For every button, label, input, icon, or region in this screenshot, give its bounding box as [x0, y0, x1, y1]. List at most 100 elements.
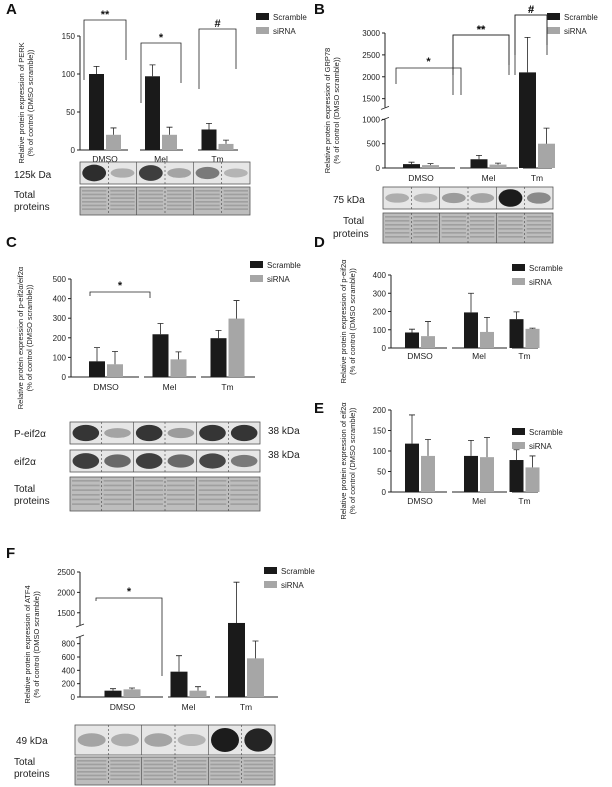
significance-mark: # — [528, 4, 534, 16]
total-protein-band — [223, 201, 248, 203]
total-protein-band — [470, 216, 495, 218]
significance-bracket — [452, 34, 510, 75]
error-bar — [129, 687, 135, 690]
total-protein-band — [110, 778, 140, 780]
legend-entry: siRNA — [564, 27, 587, 36]
total-protein-band — [110, 208, 135, 210]
significance-mark: * — [127, 586, 132, 598]
total-protein-band — [198, 494, 227, 496]
bar-scramble-mel — [470, 159, 488, 168]
total-protein-band — [110, 763, 140, 766]
panel-E: E 0 50 100 150 200 Relative protein expression… — [314, 400, 563, 520]
y-tick-label: 1000 — [362, 115, 380, 124]
total-protein-band — [526, 228, 551, 230]
y-tick-label: 150 — [373, 427, 387, 436]
bar-sirna-dmso — [106, 134, 121, 150]
total-protein-band — [72, 494, 100, 496]
y-axis-label-line1: Relative protein expression of ATF4 — [23, 585, 32, 703]
protein-band — [144, 733, 173, 747]
total-protein-band — [526, 232, 551, 234]
bar-scramble-tm — [509, 319, 524, 348]
total-protein-band — [77, 778, 107, 780]
protein-band — [104, 428, 131, 438]
category-label: DMSO — [92, 154, 118, 164]
protein-band — [230, 424, 258, 442]
protein-band — [470, 193, 495, 203]
y-tick-label: 100 — [373, 326, 387, 335]
y-tick-label: 0 — [71, 146, 76, 155]
y-tick-label: 200 — [373, 406, 387, 415]
total-protein-band — [77, 774, 107, 777]
protein-band — [498, 189, 523, 207]
total-protein-band — [230, 480, 258, 482]
error-bar — [409, 414, 415, 444]
total-protein-band — [230, 498, 258, 501]
total-protein-band — [210, 771, 240, 773]
blot-label-total: proteins — [14, 202, 50, 213]
y-tick-label: 2500 — [362, 51, 380, 60]
y-axis-label-line2: (% of control (DMSO scramble)) — [25, 284, 34, 391]
total-protein-band — [135, 489, 163, 491]
total-protein-band — [526, 220, 551, 222]
protein-band — [195, 166, 220, 180]
protein-band — [177, 733, 206, 747]
total-protein-band — [72, 489, 100, 491]
bar-sirna-tm — [525, 328, 540, 348]
total-protein-band — [230, 503, 258, 505]
blot-label-total: Total — [14, 190, 35, 201]
y-tick-label: 2000 — [362, 73, 380, 82]
total-protein-band — [167, 489, 195, 491]
panel-A: A 0 50 100 150 Relative protein expression of… — [6, 1, 307, 164]
total-protein-band — [82, 190, 107, 192]
bar-scramble-tm — [210, 338, 227, 377]
y-tick-label: 2500 — [57, 568, 75, 577]
legend-swatch — [256, 13, 269, 20]
legend-entry: Scramble — [564, 13, 598, 22]
error-bar — [94, 347, 100, 362]
total-protein-band — [243, 771, 273, 773]
total-protein-band — [110, 197, 135, 199]
total-protein-band — [210, 767, 240, 769]
error-bar — [176, 655, 182, 672]
error-bar — [408, 161, 415, 165]
total-protein-band — [385, 236, 410, 238]
blot-atf4 — [74, 724, 276, 756]
total-protein-band — [195, 201, 220, 203]
blot-label-total: proteins — [14, 769, 50, 780]
total-protein-band — [230, 489, 258, 491]
y-tick-label: 600 — [62, 653, 76, 662]
blot-eif2a-total — [69, 476, 261, 512]
legend-entry: Scramble — [529, 428, 563, 437]
protein-band — [138, 165, 163, 181]
total-protein-band — [177, 778, 207, 780]
total-protein-band — [167, 498, 195, 501]
total-protein-band — [103, 489, 132, 491]
total-protein-band — [138, 190, 163, 192]
panel-letter: F — [6, 545, 15, 562]
total-protein-band — [135, 484, 163, 487]
total-protein-band — [195, 197, 220, 199]
y-tick-label: 1500 — [362, 95, 380, 104]
y-axis-label-line1: Relative protein expression of PERK — [17, 42, 26, 163]
total-protein-band — [243, 767, 273, 769]
protein-band — [111, 733, 139, 747]
bar-scramble-tm — [519, 72, 536, 168]
category-label: DMSO — [93, 382, 119, 392]
legend-swatch — [264, 567, 277, 574]
error-bar — [149, 64, 156, 77]
total-protein-band — [210, 778, 240, 780]
panel-F: F 0 200 400 600 800 1500 2000 2500 Relative prote… — [6, 545, 315, 712]
panel-letter: D — [314, 234, 325, 251]
y-axis-label-line2: (% of control (DMSO scramble)) — [26, 49, 35, 156]
total-protein-band — [82, 204, 107, 207]
total-protein-band — [167, 484, 195, 487]
y-tick-label: 50 — [66, 108, 75, 117]
blot-label-total: proteins — [14, 496, 50, 507]
error-bar — [513, 449, 520, 461]
total-protein-band — [198, 484, 227, 487]
total-protein-band — [138, 201, 163, 203]
total-protein-band — [441, 220, 466, 222]
blot-perk — [79, 161, 251, 185]
bar-scramble-tm — [228, 622, 245, 697]
category-label: Mel — [472, 351, 486, 361]
